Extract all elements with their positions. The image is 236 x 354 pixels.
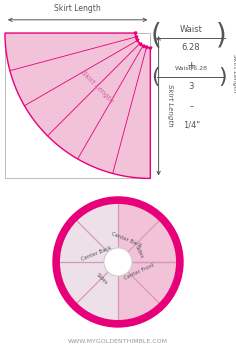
Text: ): )	[216, 22, 227, 50]
Polygon shape	[56, 200, 118, 324]
Bar	[5, 33, 150, 178]
Text: ): )	[218, 67, 227, 87]
Text: Skirt Length: Skirt Length	[80, 69, 114, 104]
Text: Waist/6.28: Waist/6.28	[175, 65, 208, 70]
Text: 3: 3	[189, 82, 194, 91]
Text: Skirt Length: Skirt Length	[232, 54, 236, 92]
Text: Skirt Length: Skirt Length	[54, 4, 101, 13]
Circle shape	[104, 248, 132, 276]
Polygon shape	[5, 33, 150, 178]
Text: Center Back: Center Back	[80, 245, 112, 262]
Text: Sides: Sides	[134, 245, 145, 259]
Text: Waist: Waist	[180, 25, 202, 34]
Text: Center Back: Center Back	[111, 232, 143, 249]
Text: 1/4": 1/4"	[183, 120, 200, 130]
Text: (: (	[151, 22, 162, 50]
Text: WWW.MYGOLDENTHIMBLE.COM: WWW.MYGOLDENTHIMBLE.COM	[68, 339, 168, 344]
Text: (: (	[151, 67, 160, 87]
Text: Center Front: Center Front	[123, 263, 155, 281]
Text: Skirt Length: Skirt Length	[167, 84, 173, 127]
Text: +: +	[186, 61, 196, 71]
Text: Sides: Sides	[95, 272, 108, 285]
Polygon shape	[118, 200, 180, 324]
Text: 6.28: 6.28	[182, 43, 200, 52]
Text: -: -	[189, 102, 193, 112]
